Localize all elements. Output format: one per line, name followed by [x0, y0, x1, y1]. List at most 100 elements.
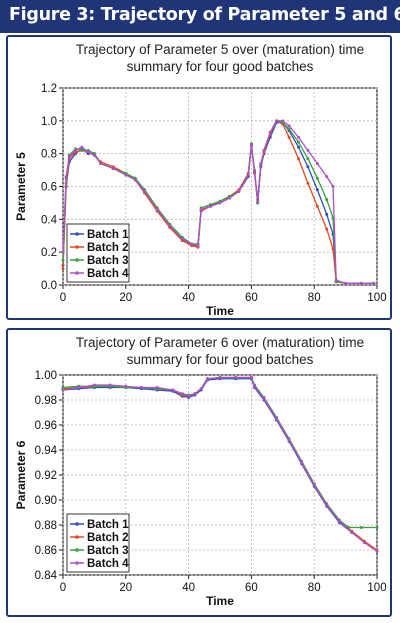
data-point	[337, 519, 341, 523]
chart-panel-parameter-6: Trajectory of Parameter 6 over (maturati…	[6, 328, 392, 617]
chart-panel-parameter-5: Trajectory of Parameter 5 over (maturati…	[6, 35, 392, 320]
data-point	[205, 377, 209, 381]
data-point	[325, 175, 329, 179]
legend-marker	[75, 548, 79, 552]
data-point	[199, 207, 203, 211]
data-point	[140, 386, 143, 389]
legend-marker	[75, 258, 79, 262]
data-point	[180, 392, 184, 396]
x-axis-label: Time	[206, 304, 234, 318]
data-point	[237, 189, 241, 193]
series-batch-4	[61, 376, 379, 553]
data-point	[234, 376, 238, 379]
data-point	[209, 204, 213, 208]
legend-marker	[75, 245, 79, 249]
data-point	[253, 384, 257, 388]
data-point	[325, 503, 329, 507]
y-tick-label: 1.2	[41, 83, 57, 95]
legend-label: Batch 2	[87, 242, 129, 254]
legend-marker	[75, 271, 79, 275]
data-point	[143, 189, 147, 193]
data-point	[124, 384, 128, 388]
data-point	[64, 175, 68, 179]
y-tick-label: 0.4	[41, 214, 58, 226]
data-point	[359, 526, 363, 529]
y-tick-label: 0.96	[35, 420, 57, 432]
data-point	[168, 224, 172, 228]
data-point	[297, 145, 300, 149]
data-point	[334, 278, 338, 282]
data-point	[325, 227, 329, 231]
data-point	[155, 207, 159, 211]
data-point	[262, 148, 266, 152]
data-point	[193, 392, 197, 396]
data-point	[331, 185, 335, 188]
data-point	[375, 526, 379, 529]
y-tick-label: 0.6	[41, 182, 57, 194]
data-point	[287, 127, 291, 131]
data-point	[325, 198, 329, 202]
x-tick-label: 60	[245, 292, 258, 304]
legend-marker	[75, 232, 79, 236]
x-tick-label: 0	[60, 292, 66, 304]
data-point	[171, 388, 175, 392]
data-point	[325, 212, 329, 216]
data-point	[259, 162, 263, 166]
data-point	[344, 281, 348, 285]
data-point	[199, 387, 203, 391]
series-batch-4	[61, 119, 376, 285]
x-tick-label: 60	[245, 582, 258, 594]
data-point	[92, 153, 96, 157]
legend-marker	[75, 522, 79, 526]
data-point	[306, 157, 310, 161]
data-point	[111, 166, 115, 170]
data-point	[372, 281, 376, 285]
data-point	[218, 201, 222, 205]
data-point	[86, 150, 90, 154]
data-point	[306, 148, 310, 152]
legend-label: Batch 4	[87, 558, 129, 570]
legend-label: Batch 3	[87, 255, 129, 267]
x-tick-label: 40	[182, 582, 195, 594]
data-point	[287, 135, 291, 139]
data-point	[315, 204, 319, 208]
data-point	[92, 383, 96, 387]
data-point	[297, 135, 300, 139]
data-point	[196, 244, 200, 248]
y-tick-label: 0.92	[35, 470, 57, 482]
data-point	[80, 148, 84, 152]
data-point	[61, 258, 65, 262]
data-point	[253, 170, 257, 174]
data-point	[306, 181, 310, 185]
legend-label: Batch 4	[87, 268, 129, 280]
data-point	[77, 386, 81, 389]
data-point	[61, 386, 65, 389]
data-point	[249, 376, 253, 379]
chart-title-line1: Trajectory of Parameter 6 over (maturati…	[76, 335, 364, 350]
y-tick-label: 0.8	[41, 149, 57, 161]
data-point	[300, 461, 304, 464]
legend-label: Batch 1	[87, 519, 129, 531]
data-point	[67, 155, 71, 159]
x-tick-label: 100	[367, 582, 386, 594]
x-tick-label: 20	[119, 292, 132, 304]
data-point	[108, 383, 112, 387]
y-tick-label: 0.90	[35, 495, 57, 507]
figure-banner: Figure 3: Trajectory of Parameter 5 and …	[0, 0, 400, 33]
data-point	[61, 267, 65, 271]
data-point	[297, 157, 300, 161]
figure-title: Figure 3: Trajectory of Parameter 5 and …	[9, 5, 400, 25]
y-tick-label: 0.2	[41, 247, 57, 259]
y-tick-label: 0.86	[35, 545, 57, 557]
x-tick-label: 80	[308, 582, 321, 594]
data-point	[155, 386, 159, 389]
data-point	[246, 173, 250, 177]
x-axis-label: Time	[206, 594, 234, 608]
y-tick-label: 1.00	[35, 370, 57, 382]
y-tick-label: 0.88	[35, 520, 57, 532]
y-tick-label: 0.98	[35, 395, 57, 407]
data-point	[74, 148, 78, 152]
chart-title-line2: summary for four good batches	[127, 352, 314, 367]
data-point	[124, 173, 128, 177]
